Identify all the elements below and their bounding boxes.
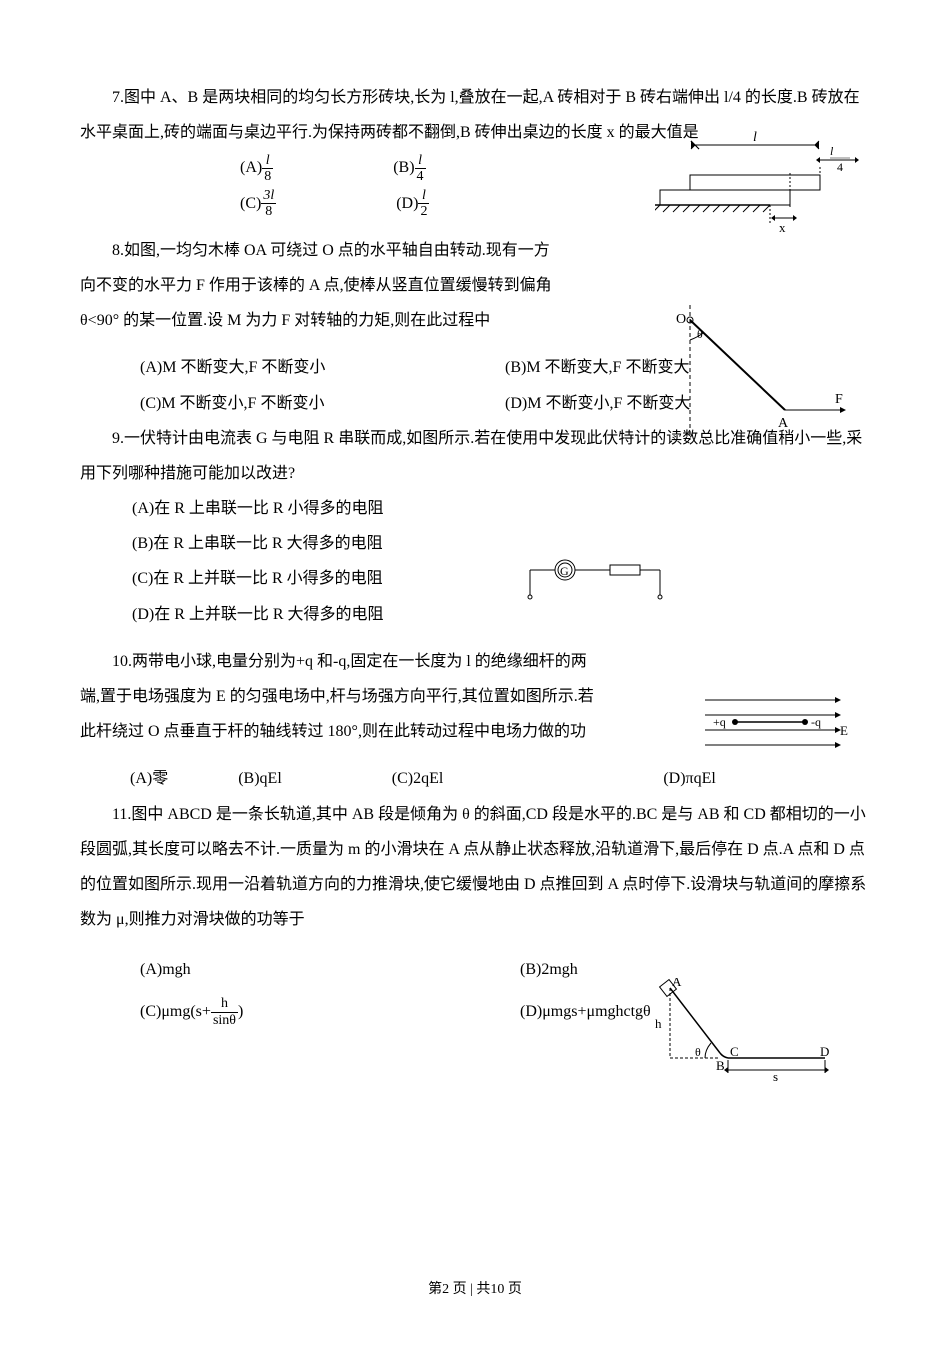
q7-option-b: (B)l4: [393, 150, 425, 185]
fig11-B: B: [716, 1058, 725, 1073]
q10-options: (A)零 (B)qEl (C)2qEl (D)πqEl: [80, 761, 870, 796]
fig11-D: D: [820, 1044, 829, 1059]
fig8-A: A: [778, 416, 789, 431]
q8-option-c: (C)M 不断变小,F 不断变小: [140, 386, 505, 421]
fig10-plusq: +q: [713, 715, 726, 729]
figure-9: G: [510, 555, 680, 605]
q10-option-d: (D)πqEl: [663, 761, 716, 796]
fig8-theta: θ: [697, 327, 703, 341]
q10-option-c: (C)2qEl: [392, 761, 444, 796]
q8-text: 8.如图,一均匀木棒 OA 可绕过 O 点的水平轴自由转动.现有一方向不变的水平…: [80, 233, 560, 339]
q9-option-b: (B)在 R 上串联一比 R 大得多的电阻: [80, 526, 870, 561]
q9-option-a: (A)在 R 上串联一比 R 小得多的电阻: [80, 491, 870, 526]
fig9-G: G: [560, 564, 569, 578]
svg-text:l: l: [830, 144, 834, 158]
fig11-s: s: [773, 1069, 778, 1083]
fig7-l-label: l: [753, 130, 757, 145]
figure-7: l l 4 x: [655, 125, 865, 245]
q11-option-d: (D)μmgs+μmghctgθ: [520, 991, 651, 1033]
question-8: 8.如图,一均匀木棒 OA 可绕过 O 点的水平轴自由转动.现有一方向不变的水平…: [80, 233, 560, 339]
q10-text: 10.两带电小球,电量分别为+q 和-q,固定在一长度为 l 的绝缘细杆的两端,…: [80, 644, 600, 750]
q11-option-a: (A)mgh: [140, 949, 340, 991]
fig11-theta: θ: [695, 1045, 701, 1059]
q11-option-c: (C)μmg(s+hsinθ): [140, 991, 340, 1033]
fig10-minusq: -q: [811, 715, 821, 729]
fig8-O: O: [676, 312, 686, 327]
fig8-F: F: [835, 392, 843, 407]
q7-option-c: (C)3l8: [240, 186, 276, 221]
figure-10: +q -q E: [695, 690, 850, 760]
fig11-C: C: [730, 1044, 739, 1059]
q7-option-d: (D)l2: [396, 186, 429, 221]
q7-option-a: (A)l8: [240, 150, 273, 185]
question-10: 10.两带电小球,电量分别为+q 和-q,固定在一长度为 l 的绝缘细杆的两端,…: [80, 644, 600, 750]
page-number: 第2 页 | 共10 页: [428, 1275, 522, 1306]
question-9: 9.一伏特计由电流表 G 与电阻 R 串联而成,如图所示.若在使用中发现此伏特计…: [80, 421, 870, 632]
figure-8: O A θ F: [670, 305, 850, 445]
q9-option-c: (C)在 R 上并联一比 R 小得多的电阻: [80, 561, 870, 596]
fig7-x-label: x: [779, 220, 786, 235]
fig10-E: E: [840, 723, 848, 738]
figure-11: A B C D h θ s: [640, 978, 840, 1083]
q9-option-d: (D)在 R 上并联一比 R 大得多的电阻: [80, 597, 870, 632]
q8-option-a: (A)M 不断变大,F 不断变小: [140, 350, 505, 385]
q11-text: 11.图中 ABCD 是一条长轨道,其中 AB 段是倾角为 θ 的斜面,CD 段…: [80, 797, 870, 938]
q10-option-a: (A)零: [130, 761, 168, 796]
svg-text:4: 4: [837, 160, 843, 174]
q10-option-b: (B)qEl: [238, 761, 282, 796]
fig11-A: A: [672, 978, 682, 989]
q11-option-b: (B)2mgh: [520, 949, 578, 991]
fig11-h: h: [655, 1016, 662, 1031]
question-11: 11.图中 ABCD 是一条长轨道,其中 AB 段是倾角为 θ 的斜面,CD 段…: [80, 797, 870, 938]
